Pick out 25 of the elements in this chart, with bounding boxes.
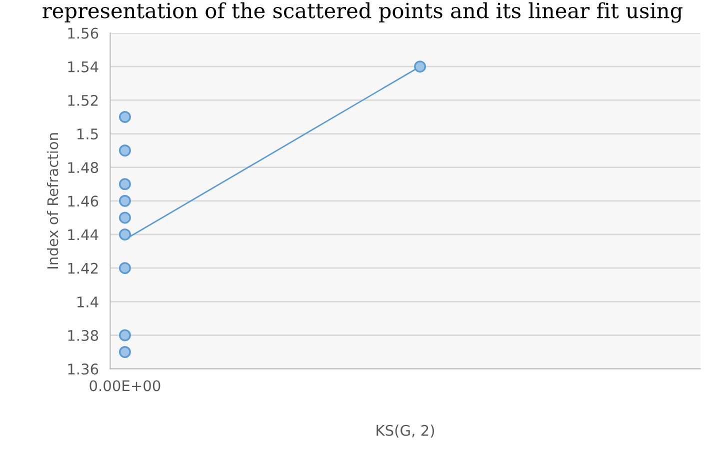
point	[118, 194, 131, 207]
point	[118, 144, 131, 157]
y-tick-label: 1.38	[68, 330, 98, 341]
point	[414, 60, 426, 73]
y-tick-label: 1.5	[78, 128, 98, 140]
y-tick-label: 1.46	[68, 196, 98, 207]
point	[118, 110, 131, 123]
y-tick-label: 1.36	[68, 364, 98, 375]
point	[118, 346, 131, 358]
y-tick-label: 1.54	[68, 61, 98, 72]
x-axis-title: KS(G, 2)	[376, 424, 434, 438]
x-tick-label: 0.00E+00	[90, 380, 160, 392]
y-tick-label: 1.42	[68, 262, 98, 274]
y-tick-label: 1.4	[78, 296, 98, 308]
y-tick-label: 1.52	[68, 94, 98, 106]
point	[118, 262, 131, 274]
point	[118, 178, 131, 190]
y-tick-label: 1.56	[68, 28, 98, 39]
point	[118, 329, 131, 342]
text: representation of the scattered points and its linear fit using	[42, 2, 683, 23]
point	[118, 228, 131, 240]
y-tick-label: 1.48	[68, 162, 98, 174]
y-axis-title: Index of Refraction	[46, 133, 58, 268]
point	[118, 212, 131, 224]
y-tick-label: 1.44	[68, 229, 98, 240]
